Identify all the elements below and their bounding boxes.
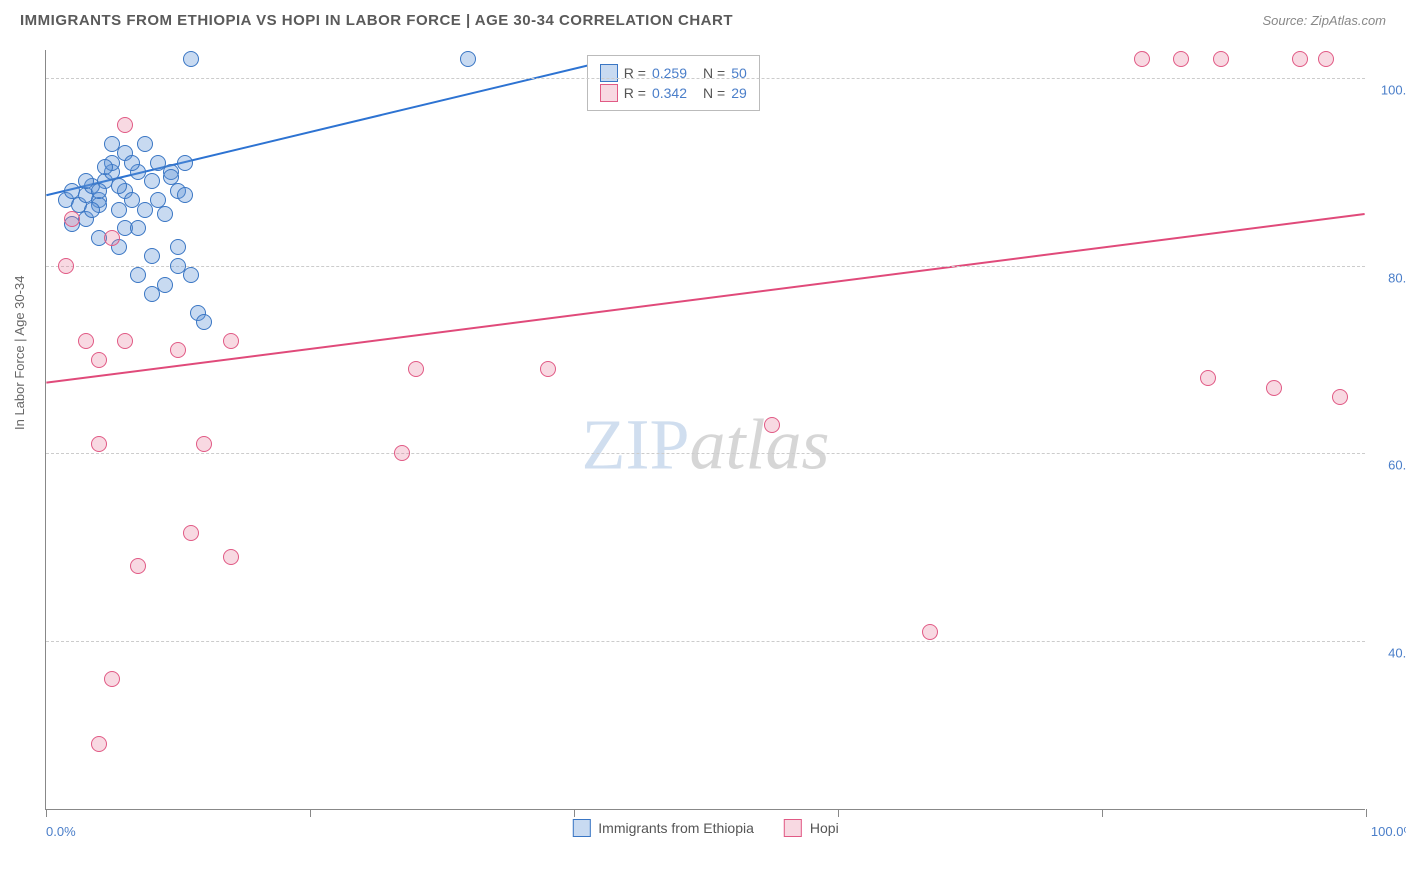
data-point [104,671,120,687]
data-point [170,342,186,358]
stats-legend-row: R = 0.342 N = 29 [600,84,747,102]
data-point [183,525,199,541]
data-point [177,155,193,171]
data-point [223,333,239,349]
data-point [104,136,120,152]
data-point [1173,51,1189,67]
data-point [91,736,107,752]
x-tick [838,809,839,817]
bottom-legend-item: Hopi [784,819,839,837]
data-point [157,206,173,222]
data-point [91,352,107,368]
data-point [1213,51,1229,67]
data-point [58,258,74,274]
y-tick-label: 40.0% [1388,646,1406,661]
data-point [150,155,166,171]
data-point [183,267,199,283]
data-point [540,361,556,377]
legend-swatch [572,819,590,837]
grid-line-h [46,266,1365,267]
data-point [196,314,212,330]
chart-plot-area: ZIPatlas R =0.259N =50R =0.342N =29 Immi… [45,50,1365,810]
data-point [91,183,107,199]
x-tick [1102,809,1103,817]
legend-label: Immigrants from Ethiopia [598,820,754,836]
data-point [177,187,193,203]
watermark-atlas: atlas [689,404,829,484]
data-point [163,169,179,185]
data-point [130,220,146,236]
data-point [97,159,113,175]
data-point [1332,389,1348,405]
data-point [130,558,146,574]
data-point [144,173,160,189]
x-tick [574,809,575,817]
y-axis-title: In Labor Force | Age 30-34 [12,276,27,430]
y-tick-label: 100.0% [1381,83,1406,98]
stats-legend-row: R =0.259N =50 [600,64,747,82]
data-point [124,155,140,171]
legend-swatch [784,819,802,837]
source-text: Source: ZipAtlas.com [1262,13,1386,28]
data-point [117,333,133,349]
data-point [1266,380,1282,396]
data-point [117,117,133,133]
data-point [111,178,127,194]
data-point [764,417,780,433]
data-point [78,333,94,349]
data-point [64,211,80,227]
x-label-right: 100.0% [1371,824,1406,839]
stats-legend-box: R =0.259N =50 R = 0.342 N = 29 [587,55,760,111]
r-value: 0.342 [652,85,687,101]
data-point [157,277,173,293]
watermark-text: ZIPatlas [581,403,829,486]
grid-line-h [46,453,1365,454]
r-label: R = [624,85,646,101]
data-point [183,51,199,67]
data-point [137,136,153,152]
bottom-legend-item: Immigrants from Ethiopia [572,819,754,837]
x-label-left: 0.0% [46,824,76,839]
n-label: N = [703,85,725,101]
x-tick [310,809,311,817]
bottom-legend: Immigrants from Ethiopia Hopi [572,819,838,837]
data-point [91,436,107,452]
data-point [460,51,476,67]
data-point [922,624,938,640]
data-point [196,436,212,452]
data-point [104,230,120,246]
legend-swatch [600,84,618,102]
legend-swatch [600,64,618,82]
data-point [170,239,186,255]
data-point [1134,51,1150,67]
legend-label: Hopi [810,820,839,836]
chart-title: IMMIGRANTS FROM ETHIOPIA VS HOPI IN LABO… [20,12,733,29]
data-point [1292,51,1308,67]
data-point [223,549,239,565]
data-point [408,361,424,377]
y-tick-label: 80.0% [1388,270,1406,285]
data-point [137,202,153,218]
trend-line [46,214,1364,383]
x-tick [46,809,47,817]
grid-line-h [46,78,1365,79]
data-point [84,202,100,218]
data-point [144,248,160,264]
y-tick-label: 60.0% [1388,458,1406,473]
n-value: 29 [731,85,747,101]
data-point [1318,51,1334,67]
x-tick [1366,809,1367,817]
data-point [1200,370,1216,386]
data-point [394,445,410,461]
trend-lines-svg [46,50,1365,809]
data-point [130,267,146,283]
grid-line-h [46,641,1365,642]
watermark-zip: ZIP [581,404,689,484]
